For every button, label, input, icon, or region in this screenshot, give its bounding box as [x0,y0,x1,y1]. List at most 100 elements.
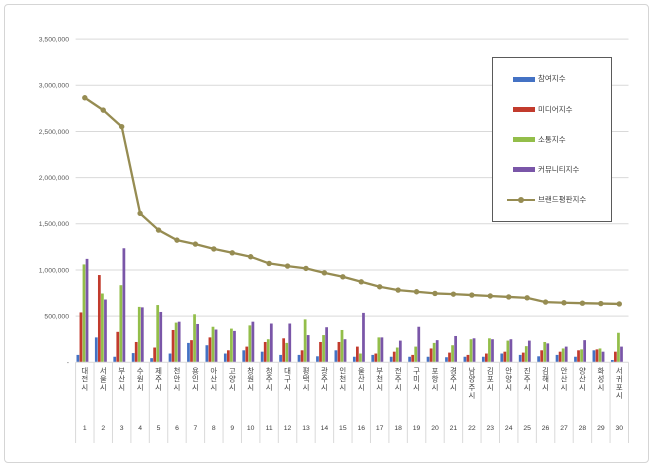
bar-communication-index [617,332,620,363]
bar-participation-index [518,354,522,363]
bar-community-index [417,326,421,363]
bar-media-index [153,347,157,363]
communication-swatch-icon [513,136,535,142]
x-axis-rank-label: 30 [616,425,624,432]
bar-media-index [263,341,267,363]
bar-communication-index [543,341,547,363]
bar-participation-index [316,356,319,363]
bar-communication-index [488,338,491,363]
bar-community-index [454,335,457,363]
x-axis-rank-label: 7 [194,425,198,432]
x-axis-rank-label: 9 [230,425,234,432]
bar-community-index [269,323,273,363]
x-axis-rank-label: 4 [138,425,142,432]
y-axis-tick-label: 500,000 [44,313,69,320]
legend-item-brand-reputation-index[interactable]: 브랜드평판지수 [507,196,607,204]
brand-reputation-line-marker [284,263,291,269]
bar-community-index [159,311,163,363]
bar-communication-index [359,353,362,363]
bar-communication-index [395,347,399,363]
bar-media-index [540,350,544,363]
x-axis-rank-label: 1 [83,425,87,432]
bar-community-index [251,321,255,363]
bar-media-index [503,351,507,363]
legend-label: 참여지수 [538,74,566,84]
legend-item-media-index[interactable]: 미디어지수 [507,106,607,114]
x-axis-rank-label: 15 [339,425,347,432]
bar-community-index [325,327,328,363]
bar-communication-index [506,340,510,363]
bar-communication-index [266,339,270,363]
bar-media-index [521,352,525,363]
x-axis-rank-label: 24 [505,425,513,432]
bar-participation-index [131,353,135,363]
bar-communication-index [119,285,123,363]
bar-participation-index [260,351,264,363]
y-axis-tick-label: - [67,360,69,367]
bar-community-index [362,312,365,363]
x-axis-rank-label: 18 [394,425,402,432]
bar-participation-index [113,356,117,363]
brand-reputation-line-swatch-icon [507,196,535,203]
bar-participation-index [389,356,393,363]
y-axis-tick-label: 1,500,000 [39,221,69,228]
bar-communication-index [248,325,252,363]
bar-participation-index [76,354,80,363]
legend-item-communication-index[interactable]: 소통지수 [507,136,607,144]
bar-media-index [319,341,322,363]
brand-reputation-line-marker [118,123,125,130]
brand-reputation-line-marker [413,289,420,295]
bar-media-index [245,346,249,363]
x-axis-rank-label: 27 [560,425,568,432]
brand-reputation-line-marker [266,260,272,267]
x-axis-rank-label: 13 [302,425,310,432]
bar-community-index [564,346,568,363]
bar-participation-index [242,350,246,363]
y-axis-tick-label: 1,000,000 [39,267,69,274]
brand-reputation-line-marker [303,265,309,272]
legend-label: 소통지수 [538,134,566,144]
brand-reputation-line-marker [524,295,530,301]
x-axis-rank-label: 19 [413,425,421,432]
bar-media-index [448,352,451,363]
legend-label: 브랜드평판지수 [538,195,587,205]
bar-community-index [85,258,89,363]
legend-label: 미디어지수 [538,104,573,114]
brand-reputation-line-marker [395,287,401,293]
brand-reputation-line-marker [506,294,512,300]
y-axis-tick-label: 3,500,000 [39,36,69,43]
bar-participation-index [279,354,282,363]
brand-reputation-line-marker [155,227,162,233]
x-axis-rank-label: 17 [376,425,384,432]
bar-communication-index [156,305,160,363]
bar-communication-index [137,306,141,363]
media-swatch-icon [513,106,535,112]
brand-reputation-line-marker [82,95,88,101]
bar-media-index [97,275,101,363]
bar-participation-index [445,357,448,363]
y-axis-tick-label: 2,000,000 [39,175,69,182]
y-axis-tick-label: 3,000,000 [39,83,69,90]
bar-community-index [343,339,347,363]
bar-participation-index [463,356,467,363]
legend-item-participation-index[interactable]: 참여지수 [507,75,607,83]
x-axis-rank-label: 29 [597,425,605,432]
x-axis-rank-label: 22 [468,425,476,432]
legend-item-community-index[interactable]: 커뮤니티지수 [507,166,607,174]
x-axis-rank-label: 8 [212,425,216,432]
bar-communication-index [469,339,473,363]
brand-reputation-line-marker [376,284,383,290]
bar-community-index [583,340,587,363]
participation-swatch-icon [513,76,535,82]
bar-participation-index [500,353,504,363]
brand-reputation-line-marker [487,293,493,299]
bar-community-index [140,307,144,363]
